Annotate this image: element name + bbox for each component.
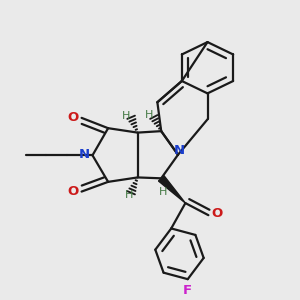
Text: H: H — [145, 110, 153, 120]
Text: O: O — [68, 185, 79, 198]
Text: H: H — [158, 188, 167, 197]
Text: O: O — [212, 208, 223, 220]
Text: N: N — [174, 144, 185, 157]
Text: H: H — [124, 190, 133, 200]
Text: F: F — [183, 284, 192, 298]
Polygon shape — [158, 176, 185, 203]
Text: H: H — [122, 110, 130, 121]
Text: N: N — [79, 148, 90, 160]
Text: O: O — [68, 111, 79, 124]
